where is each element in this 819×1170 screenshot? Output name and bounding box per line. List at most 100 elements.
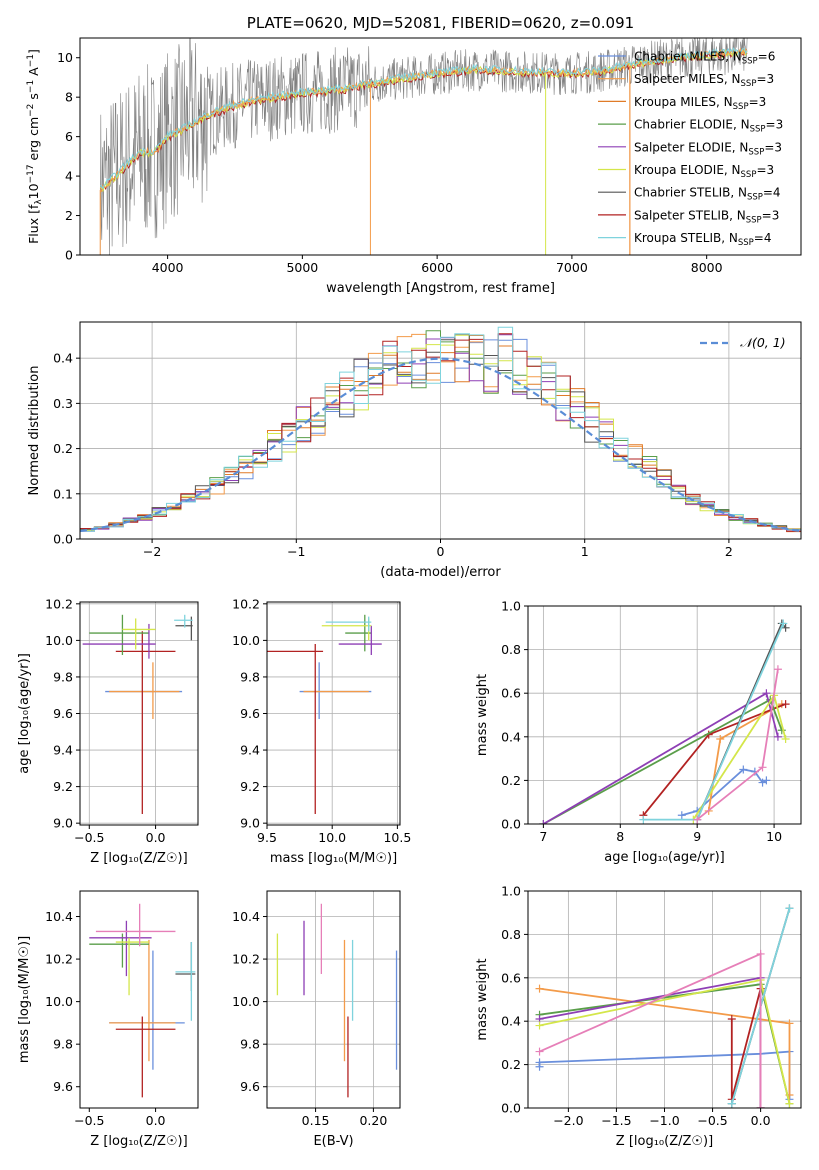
x-tick-label: 9.5 bbox=[257, 830, 277, 845]
plot-area bbox=[82, 614, 193, 815]
mass-weight-marker bbox=[762, 689, 771, 698]
y-tick-label: 0.0 bbox=[501, 1101, 521, 1116]
x-tick-label: 10 bbox=[766, 829, 782, 844]
legend-label: Chabrier STELIB, NSSP=4 bbox=[634, 186, 781, 203]
y-tick-label: 0.8 bbox=[501, 927, 521, 942]
legend-label: Kroupa STELIB, NSSP=4 bbox=[634, 231, 772, 248]
x-tick-label: 10.0 bbox=[318, 830, 346, 845]
axes-frame bbox=[266, 890, 401, 1109]
mass-weight-marker bbox=[535, 1058, 544, 1067]
legend-label: Salpeter ELODIE, NSSP=3 bbox=[634, 140, 782, 157]
y-axis-label-part: λ bbox=[34, 199, 44, 205]
x-tick-label: 8 bbox=[616, 829, 624, 844]
x-tick-label: −1.5 bbox=[601, 1113, 631, 1128]
panel-age-vs-mass: 9.5 10.0 10.5 9.0 9.2 9.4 9.6 9.8 10.0 10.2 mass [… bbox=[232, 596, 411, 866]
legend-label: Chabrier MILES, NSSP=6 bbox=[634, 50, 775, 67]
x-tick-label: 9 bbox=[693, 829, 701, 844]
x-axis-label: wavelength [Angstrom, rest frame] bbox=[326, 281, 555, 296]
mass-weight-marker bbox=[727, 1099, 736, 1108]
axes-frame bbox=[79, 37, 802, 256]
x-axis-label: mass [log₁₀(M/M☉)] bbox=[270, 851, 397, 866]
y-tick-label: 9.2 bbox=[53, 779, 73, 794]
x-tick-label: 10.5 bbox=[383, 830, 411, 845]
mass-weight-marker bbox=[773, 665, 782, 674]
mass-weight-marker bbox=[639, 815, 648, 824]
plot-area bbox=[535, 904, 794, 1108]
x-tick-label: −0.5 bbox=[74, 1113, 104, 1128]
legend-label: Salpeter STELIB, NSSP=3 bbox=[634, 208, 779, 225]
gaussian-curve bbox=[80, 357, 801, 533]
mass-weight-marker bbox=[535, 1021, 544, 1030]
y-tick-label: 9.0 bbox=[240, 816, 260, 831]
y-tick-label: 0.3 bbox=[53, 396, 73, 411]
panel-spectrum: 4000 5000 6000 7000 8000 0 2 4 6 8 10 wavelength [A… bbox=[26, 14, 802, 296]
y-axis-label-part: −2 bbox=[26, 104, 36, 117]
y-tick-label: 0.0 bbox=[53, 532, 73, 547]
y-tick-label: 10.2 bbox=[232, 952, 260, 967]
y-tick-label: 9.6 bbox=[240, 1079, 260, 1094]
y-tick-label: 0.4 bbox=[501, 1014, 521, 1029]
spectrum-model-line bbox=[100, 47, 748, 190]
x-tick-label: 0.20 bbox=[359, 1113, 387, 1128]
x-axis-label: Z [log₁₀(Z/Z☉)] bbox=[90, 851, 187, 866]
x-axis-label: Z [log₁₀(Z/Z☉)] bbox=[90, 1134, 187, 1149]
y-axis-label: age [log₁₀(age/yr)] bbox=[17, 653, 32, 774]
y-tick-label: 6 bbox=[65, 129, 73, 144]
mass-weight-marker bbox=[535, 984, 544, 993]
y-tick-label: 9.8 bbox=[240, 669, 260, 684]
y-tick-label: 0 bbox=[65, 248, 73, 263]
x-tick-label: −1 bbox=[287, 544, 305, 559]
y-tick-label: 0.2 bbox=[501, 1057, 521, 1072]
y-axis-label-part: −17 bbox=[26, 164, 36, 183]
y-tick-label: 9.8 bbox=[53, 1037, 73, 1052]
y-axis-label: Normed distribution bbox=[27, 366, 42, 496]
y-tick-label: 9.4 bbox=[53, 743, 73, 758]
y-tick-label: 10.4 bbox=[232, 909, 260, 924]
y-tick-label: 10.4 bbox=[45, 909, 73, 924]
mass-weight-marker bbox=[693, 815, 702, 824]
panel-mass-vs-Z: −0.5 0.0 9.6 9.8 10.0 10.2 10.4 Z [log₁₀(Z/Z☉)]… bbox=[17, 890, 199, 1149]
y-axis-label-part: −1 bbox=[26, 54, 36, 67]
chart-title: PLATE=0620, MJD=52081, FIBERID=0620, z=0… bbox=[247, 14, 634, 32]
y-tick-label: 0.8 bbox=[501, 642, 521, 657]
x-axis-label: (data-model)/error bbox=[380, 565, 501, 580]
y-tick-label: 0.4 bbox=[53, 351, 73, 366]
legend-label: Kroupa ELODIE, NSSP=3 bbox=[634, 163, 774, 180]
panel-residuals: 𝒩(0, 1) −2 −1 0 1 2 0.0 0.1 0.2 0.3 0.4 (data-model… bbox=[27, 321, 802, 580]
y-tick-label: 10.2 bbox=[232, 596, 260, 611]
y-axis-label-part: ] bbox=[26, 49, 41, 54]
y-tick-label: 9.6 bbox=[53, 706, 73, 721]
axes-frame bbox=[79, 890, 199, 1109]
x-tick-label: 0.0 bbox=[146, 1113, 166, 1128]
x-tick-label: 0.0 bbox=[751, 1113, 771, 1128]
mass-weight-marker bbox=[756, 1104, 765, 1108]
x-tick-label: 0.0 bbox=[146, 830, 166, 845]
y-axis-label-part: −1 bbox=[26, 80, 36, 93]
histogram-step bbox=[80, 326, 801, 539]
y-tick-label: 9.0 bbox=[53, 816, 73, 831]
y-axis-label-part: erg cm bbox=[26, 117, 41, 165]
x-tick-label: −2 bbox=[143, 544, 161, 559]
y-tick-label: 10.0 bbox=[232, 633, 260, 648]
y-tick-label: 9.8 bbox=[240, 1037, 260, 1052]
spectrum-model-line bbox=[99, 48, 748, 193]
y-tick-label: 8 bbox=[65, 90, 73, 105]
y-axis-label-part: 10 bbox=[26, 183, 41, 199]
y-tick-label: 9.2 bbox=[240, 779, 260, 794]
mass-weight-marker bbox=[756, 949, 765, 958]
x-tick-label: −2.0 bbox=[553, 1113, 583, 1128]
y-tick-label: 0.6 bbox=[501, 686, 521, 701]
y-tick-label: 0.2 bbox=[501, 773, 521, 788]
plot-area bbox=[267, 614, 382, 815]
mass-weight-line bbox=[539, 976, 762, 1108]
mass-weight-line bbox=[539, 952, 762, 1108]
x-tick-label: 1 bbox=[581, 544, 589, 559]
mass-weight-marker bbox=[785, 904, 794, 913]
x-tick-label: 4000 bbox=[152, 260, 184, 275]
y-tick-label: 9.6 bbox=[240, 706, 260, 721]
y-tick-label: 0.1 bbox=[53, 486, 73, 501]
x-tick-label: 2 bbox=[725, 544, 733, 559]
y-tick-label: 10.0 bbox=[232, 994, 260, 1009]
y-tick-label: 0.2 bbox=[53, 441, 73, 456]
y-tick-label: 9.6 bbox=[53, 1079, 73, 1094]
